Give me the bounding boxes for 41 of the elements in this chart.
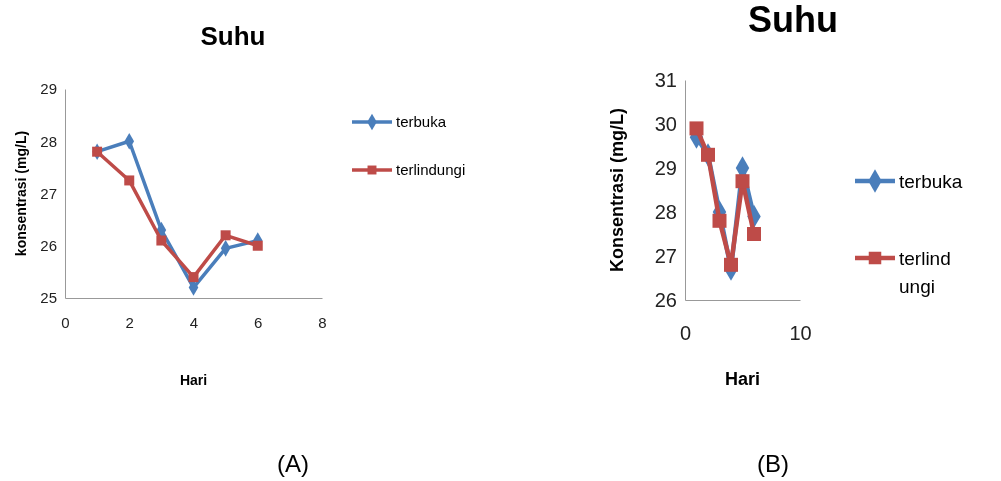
chart-title: Suhu [748, 0, 838, 40]
y-tick-label: 27 [654, 244, 677, 267]
y-tick-label: 28 [654, 200, 677, 223]
x-tick-label: 6 [254, 314, 263, 332]
text: (B) [757, 450, 789, 477]
x-tick-label: 10 [789, 322, 812, 345]
x-tick-label: 0 [61, 314, 70, 332]
y-tick-label: 30 [654, 112, 677, 135]
point [747, 227, 761, 241]
point [252, 240, 263, 251]
x-axis-title: Hari [179, 372, 208, 388]
y-axis-title: konsentrasi (mg/L) [12, 130, 29, 257]
chart-title: Suhu [200, 21, 266, 51]
x-tick-label: 8 [318, 314, 327, 332]
point [701, 147, 715, 162]
point [689, 121, 704, 136]
y-tick-label: 27 [40, 184, 57, 202]
point [712, 213, 727, 228]
x-tick-label: 4 [189, 314, 199, 332]
y-tick-label: 28 [40, 132, 57, 150]
point [220, 230, 231, 241]
x-axis-title: Hari [724, 369, 761, 389]
legend-label: terbuka [899, 170, 963, 192]
point [124, 175, 135, 186]
point [188, 272, 199, 283]
y-tick-label: 26 [654, 288, 677, 311]
legend-label: terbuka [396, 113, 447, 131]
point [735, 174, 750, 189]
y-tick-label: 26 [40, 237, 57, 255]
y-tick-label: 29 [40, 80, 57, 98]
point [156, 235, 167, 246]
y-axis-title: Konsentrasi (mg/L) [606, 107, 627, 273]
x-tick-label: 0 [679, 322, 692, 345]
text: (A) [277, 450, 309, 477]
legend-label: terlindungi [899, 247, 951, 298]
x-tick-label: 2 [125, 314, 134, 332]
y-tick-label: 31 [654, 68, 677, 91]
point [724, 257, 738, 272]
y-tick-label: 25 [40, 289, 57, 307]
y-tick-label: 29 [654, 156, 677, 179]
legend-label: terlindungi [396, 161, 466, 179]
